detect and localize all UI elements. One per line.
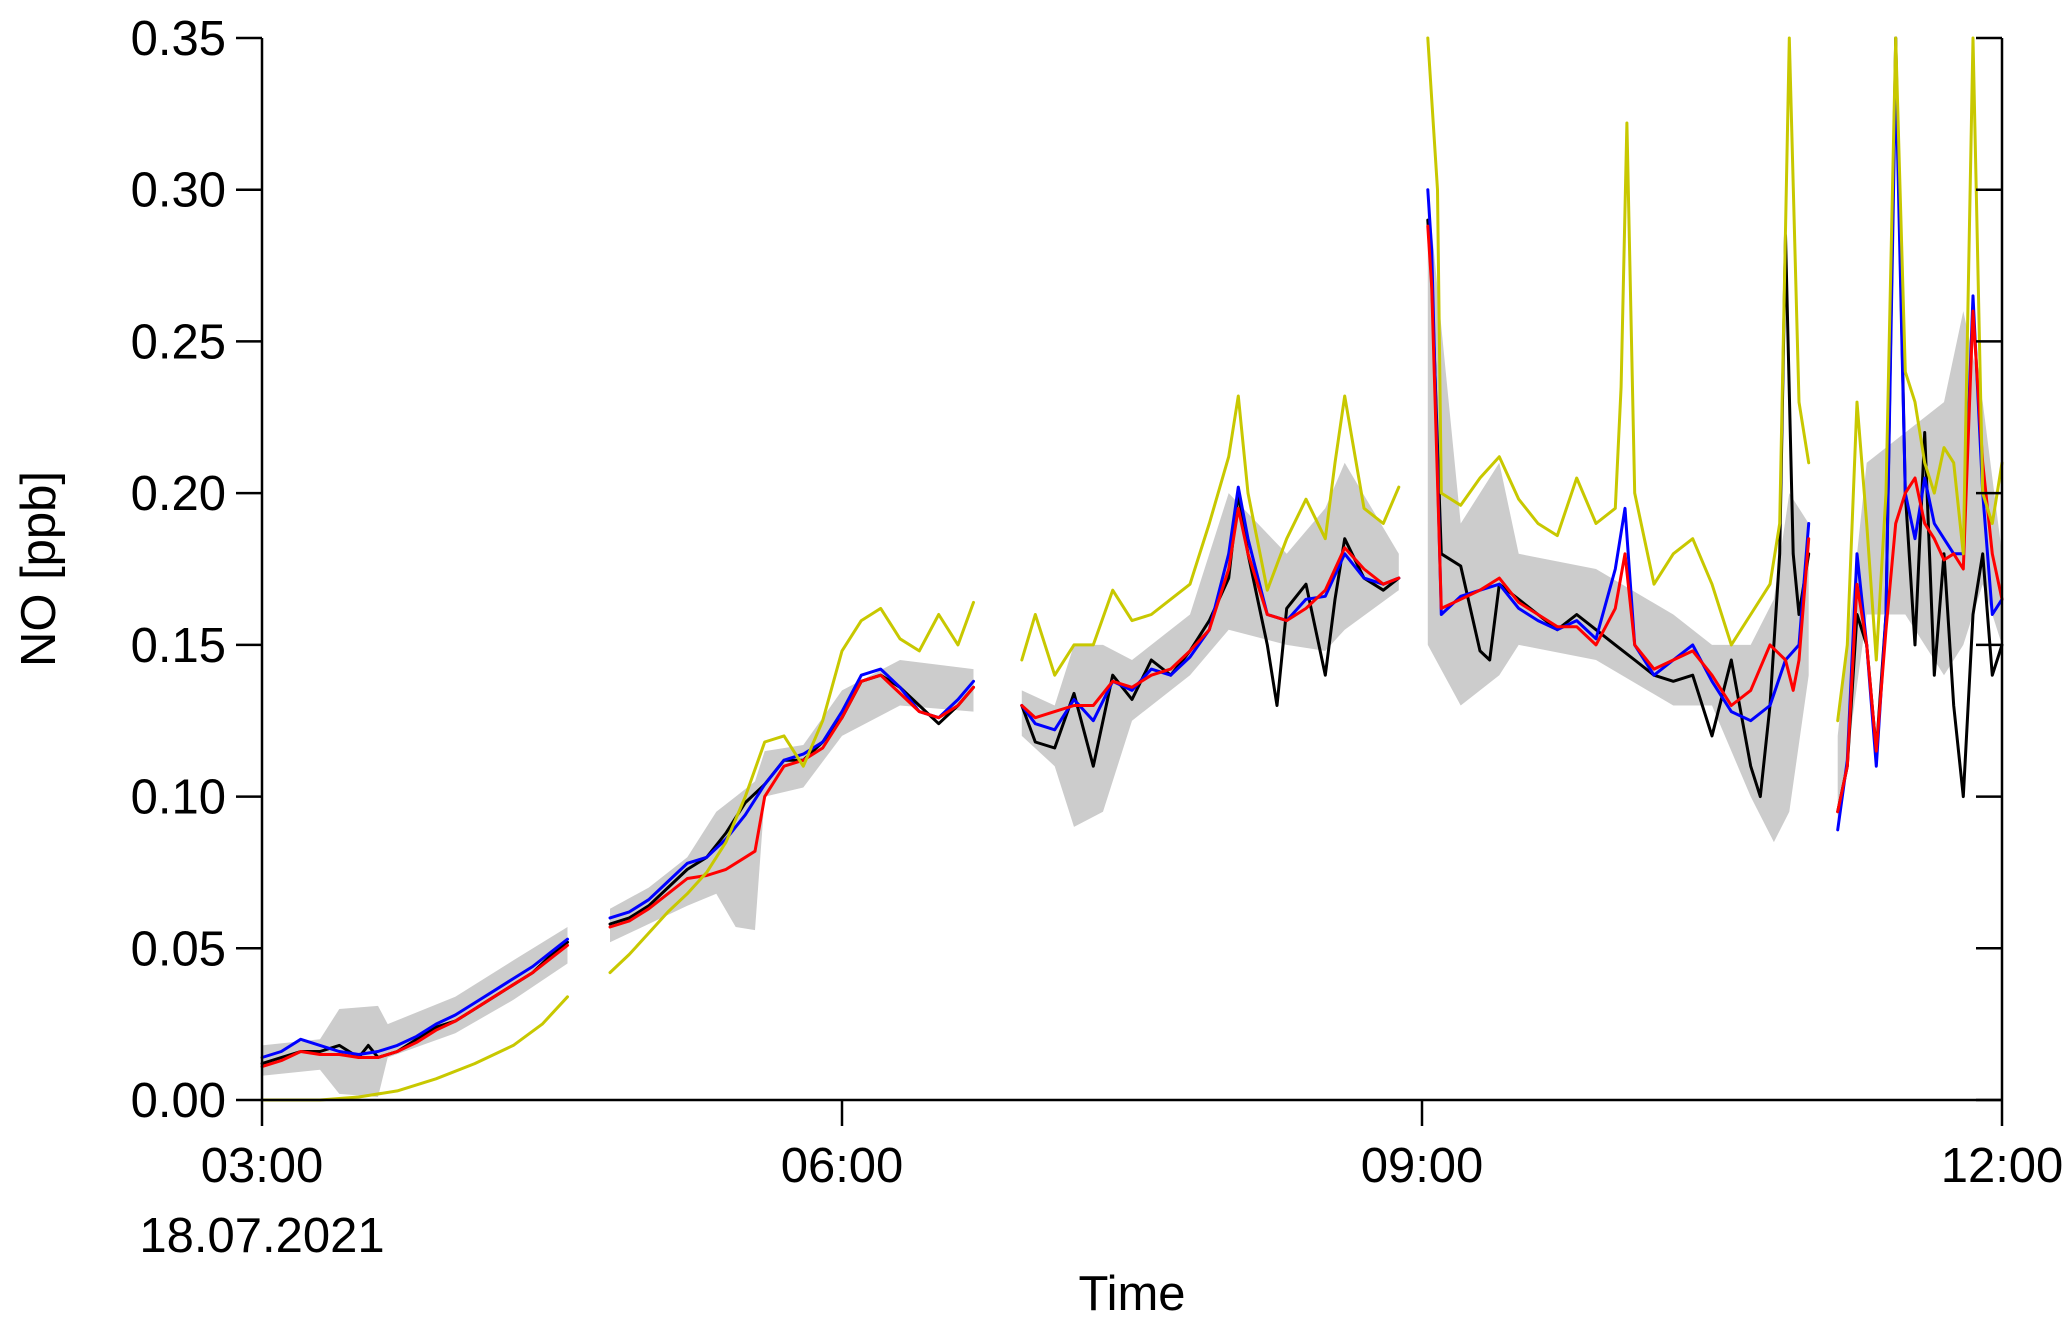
axes: [260, 38, 2004, 1102]
series-4-segment-5: [1836, 36, 2004, 723]
series-3-segment-3: [1020, 506, 1401, 720]
y-tick-label-7: 0.35: [131, 12, 226, 66]
series-3-segment-2: [608, 673, 975, 929]
y-tick-label-2: 0.10: [131, 771, 226, 825]
series-2-segment-1: [260, 937, 569, 1059]
series-1: [260, 36, 2004, 1066]
series-2-segment-3: [1020, 485, 1401, 732]
series-1-segment-2: [608, 673, 975, 926]
band-segment-2: [610, 660, 974, 943]
y-tick-label-6: 0.30: [131, 164, 226, 218]
series-4-segment-3: [1020, 394, 1401, 677]
series-3-segment-1: [260, 943, 569, 1069]
x-axis-title: Time: [1078, 1267, 1185, 1321]
band-segment-4: [1427, 189, 1809, 843]
y-tick-label-3: 0.15: [131, 619, 226, 673]
y-tick-label-5: 0.25: [131, 315, 226, 369]
series-4-segment-4: [1426, 36, 1811, 647]
x-tick-label-3: 12:00: [1941, 1139, 2064, 1193]
series-2: [260, 66, 2004, 1059]
uncertainty-band: [262, 189, 2002, 1097]
y-axis-title: NO [ppb]: [12, 471, 66, 667]
band-segment-3: [1021, 462, 1399, 827]
series-4: [260, 36, 2004, 1102]
x-ticks: 03:00 06:00 09:00 12:00: [201, 1100, 2064, 1193]
y-ticks: 0.00 0.05 0.10 0.15 0.20 0.25 0.30 0.35: [131, 12, 2002, 1128]
series-3: [260, 224, 2004, 1069]
series-4-segment-2: [608, 600, 975, 975]
y-tick-label-0: 0.00: [131, 1074, 226, 1128]
x-tick-label-2: 09:00: [1361, 1139, 1484, 1193]
series-3-segment-4: [1426, 224, 1811, 707]
band-segment-1: [262, 927, 568, 1097]
series-3-segment-5: [1836, 309, 2004, 814]
x-tick-label-1: 06:00: [781, 1139, 904, 1193]
series-lines: [260, 36, 2004, 1102]
y-tick-label-4: 0.20: [131, 467, 226, 521]
y-tick-label-1: 0.05: [131, 922, 226, 976]
x-tick-label-0: 03:00: [201, 1139, 324, 1193]
series-1-segment-4: [1426, 218, 1811, 799]
x-date-label: 18.07.2021: [139, 1209, 384, 1263]
